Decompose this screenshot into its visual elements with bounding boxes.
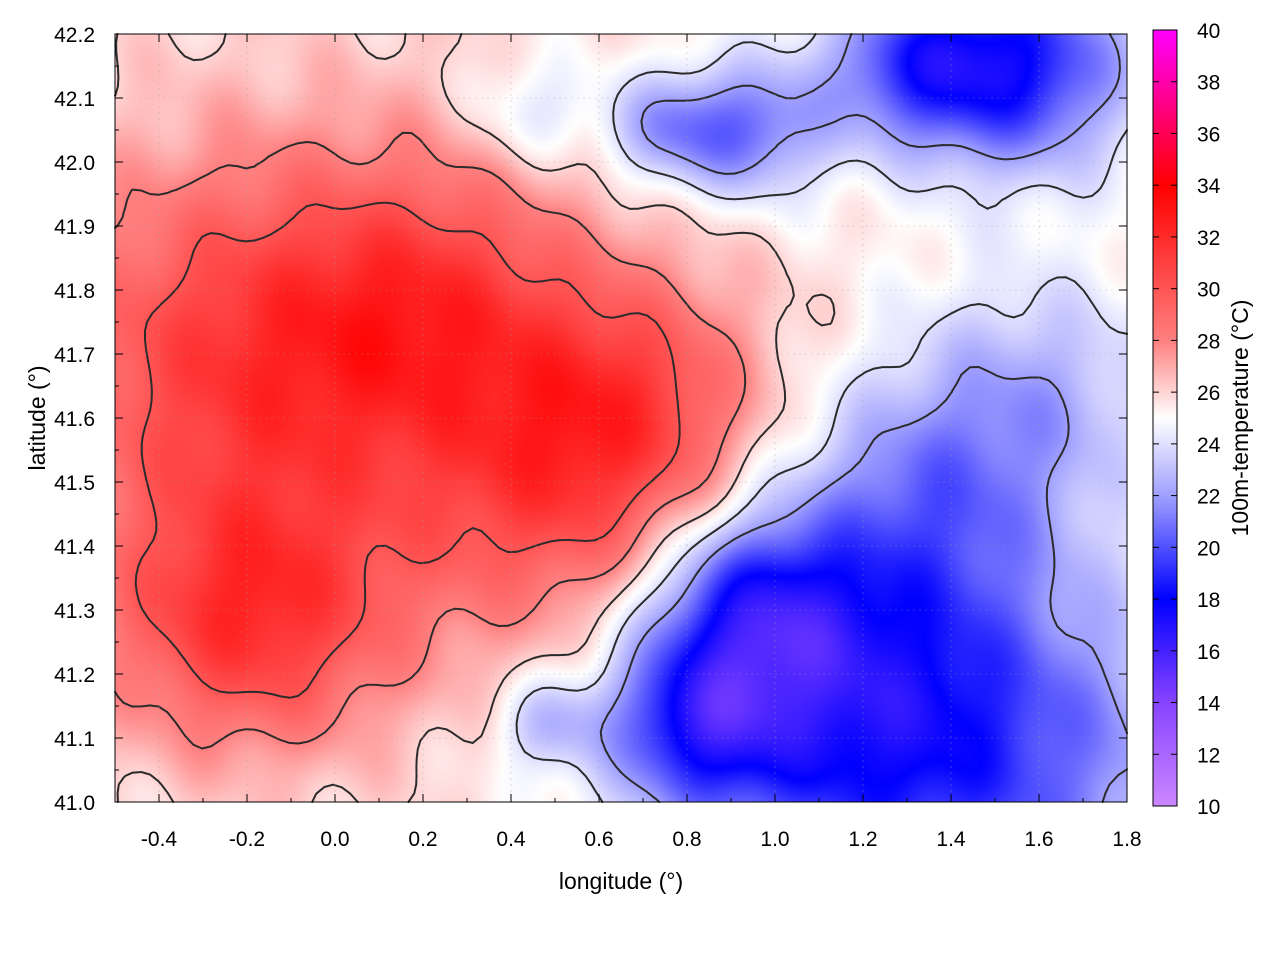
colorbar-gradient — [1153, 30, 1177, 806]
y-tick-label: 41.6 — [54, 408, 95, 431]
colorbar-frame — [1152, 29, 1178, 807]
plot-area — [114, 33, 1128, 803]
colorbar-tick-label: 12 — [1197, 744, 1220, 767]
colorbar-tick-label: 10 — [1197, 796, 1220, 819]
colorbar-tick-label: 24 — [1197, 434, 1221, 457]
y-tick-label: 41.1 — [54, 728, 95, 751]
y-tick-label: 41.3 — [54, 600, 95, 623]
colorbar-tick-label: 28 — [1197, 330, 1220, 353]
colorbar-ticks: 10 12 14 16 18 20 22 24 26 28 30 32 34 36 38 40 — [1153, 20, 1221, 819]
contour-line-30 — [134, 201, 681, 699]
colorbar: 10 12 14 16 18 20 22 24 26 28 30 32 34 36 38 40 — [1152, 20, 1221, 819]
colorbar-tick-label: 34 — [1197, 175, 1221, 198]
x-tick-label: 0.2 — [408, 828, 437, 851]
x-tick-label: 0.8 — [672, 828, 701, 851]
x-axis-label: longitude (°) — [559, 868, 683, 894]
x-tick-label: 1.0 — [760, 828, 789, 851]
contour-line-26 — [114, 33, 836, 803]
x-tick-label: 0.4 — [496, 828, 526, 851]
y-tick-label: 41.4 — [54, 536, 95, 559]
y-tick-label: 42.2 — [54, 24, 95, 47]
colorbar-tick-label: 16 — [1197, 641, 1220, 664]
x-tick-label: 0.0 — [320, 828, 349, 851]
contour-lines — [114, 33, 1128, 803]
contour-line-28 — [114, 131, 747, 750]
colorbar-tick-label: 18 — [1197, 589, 1220, 612]
y-axis-label: latitude (°) — [24, 365, 50, 470]
y-tick-label: 41.9 — [54, 216, 95, 239]
colorbar-tick-label: 14 — [1197, 693, 1221, 716]
colorbar-tick-label: 20 — [1197, 537, 1220, 560]
grid-lines — [115, 34, 1127, 802]
colorbar-tick-label: 22 — [1197, 486, 1220, 509]
y-tick-label: 41.2 — [54, 664, 95, 687]
colorbar-label: 100m-temperature (°C) — [1227, 300, 1253, 537]
x-tick-label: 1.2 — [848, 828, 877, 851]
y-tick-label: 42.0 — [54, 152, 95, 175]
colorbar-tick-label: 30 — [1197, 279, 1220, 302]
colorbar-tick-label: 26 — [1197, 382, 1220, 405]
colorbar-tick-label: 32 — [1197, 227, 1220, 250]
colorbar-tick-label: 36 — [1197, 123, 1220, 146]
x-tick-label: 1.6 — [1024, 828, 1053, 851]
x-tick-label: -0.2 — [229, 828, 265, 851]
colorbar-tick-label: 40 — [1197, 20, 1220, 43]
x-tick-label: -0.4 — [141, 828, 178, 851]
x-axis-ticks: -0.4 -0.2 0.0 0.2 0.4 0.6 0.8 1.0 1.2 1.4 1.6 1.8 — [114, 34, 1142, 851]
y-axis-ticks: 41.0 41.1 41.2 41.3 41.4 41.5 41.6 41.7 41.8 41.9… — [54, 24, 1127, 815]
contour-line-24 — [515, 33, 1128, 803]
y-tick-label: 41.0 — [54, 792, 95, 815]
x-tick-label: 1.8 — [1112, 828, 1141, 851]
y-tick-label: 42.1 — [54, 88, 95, 111]
contour-line-22 — [599, 33, 1128, 803]
y-tick-label: 41.8 — [54, 280, 95, 303]
x-tick-label: 0.6 — [584, 828, 613, 851]
colorbar-tick-label: 38 — [1197, 72, 1220, 95]
x-tick-label: 1.4 — [936, 828, 966, 851]
y-tick-label: 41.7 — [54, 344, 95, 367]
y-tick-label: 41.5 — [54, 472, 95, 495]
